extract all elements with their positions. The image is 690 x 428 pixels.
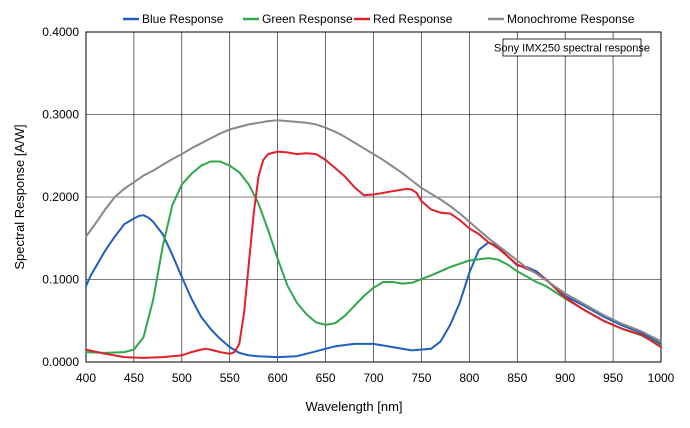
x-tick-label: 900: [555, 371, 575, 385]
y-tick-label: 0.3000: [42, 108, 79, 122]
legend-label: Monochrome Response: [507, 12, 635, 26]
legend-item-monochrome-response: Monochrome Response: [488, 12, 635, 26]
x-tick-label: 750: [411, 371, 431, 385]
y-tick-label: 0.2000: [42, 190, 79, 204]
x-tick-label: 650: [316, 371, 336, 385]
monochrome-response-line: [85, 119, 662, 343]
annotation-box: Sony IMX250 spectral response: [494, 38, 650, 57]
x-tick-label: 1000: [648, 371, 675, 385]
y-tick-label: 0.1000: [42, 273, 79, 287]
x-tick-label: 700: [363, 371, 383, 385]
x-tick-label: 850: [507, 371, 527, 385]
x-axis-title: Wavelength [nm]: [305, 399, 402, 414]
x-tick-label: 600: [268, 371, 288, 385]
y-tick-label: 0.4000: [42, 25, 79, 39]
legend-item-blue-response: Blue Response: [123, 12, 224, 26]
legend: Blue Response Green Response Red Response M…: [123, 12, 635, 26]
green-response-line: [85, 160, 662, 354]
x-tick-label: 800: [459, 371, 479, 385]
legend-item-red-response: Red Response: [354, 12, 453, 26]
x-tick-labels: 400 450 500 550 600 650 700 750 800 850 900 950 1000: [76, 371, 675, 385]
red-response-line: [85, 150, 662, 359]
x-tick-label: 950: [603, 371, 623, 385]
legend-label: Red Response: [373, 12, 453, 26]
plot-area-border: [85, 31, 662, 363]
y-axis-title: Spectral Response [A/W]: [12, 124, 27, 269]
annotation-frame: [502, 38, 642, 57]
y-tick-label: 0.0000: [42, 355, 79, 369]
x-tick-label: 500: [172, 371, 192, 385]
x-tick-label: 450: [124, 371, 144, 385]
y-tick-labels: 0.0000 0.1000 0.2000 0.3000 0.4000: [42, 25, 79, 369]
x-tick-label: 400: [76, 371, 96, 385]
legend-label: Green Response: [262, 12, 353, 26]
series-lines: [85, 119, 662, 359]
annotation-text: Sony IMX250 spectral response: [494, 43, 650, 55]
legend-label: Blue Response: [142, 12, 224, 26]
legend-item-green-response: Green Response: [243, 12, 353, 26]
x-tick-label: 550: [220, 371, 240, 385]
